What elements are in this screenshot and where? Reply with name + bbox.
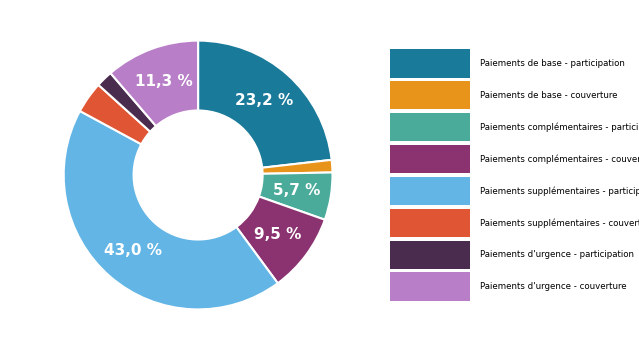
Text: 43,0 %: 43,0 % <box>104 243 162 258</box>
FancyBboxPatch shape <box>390 81 470 110</box>
Wedge shape <box>259 173 332 220</box>
Text: 11,3 %: 11,3 % <box>135 74 192 89</box>
FancyBboxPatch shape <box>390 272 470 301</box>
Wedge shape <box>262 160 332 174</box>
Wedge shape <box>98 73 156 132</box>
Wedge shape <box>111 41 198 126</box>
Wedge shape <box>64 111 278 309</box>
Wedge shape <box>236 196 325 283</box>
FancyBboxPatch shape <box>390 209 470 237</box>
FancyBboxPatch shape <box>390 240 470 269</box>
FancyBboxPatch shape <box>390 177 470 205</box>
FancyBboxPatch shape <box>390 113 470 141</box>
Wedge shape <box>80 85 150 144</box>
Text: Paiements d'urgence - couverture: Paiements d'urgence - couverture <box>479 282 626 291</box>
Text: 9,5 %: 9,5 % <box>254 227 302 242</box>
Text: Paiements supplémentaires - participation: Paiements supplémentaires - participatio… <box>479 186 639 196</box>
Text: 23,2 %: 23,2 % <box>235 93 293 108</box>
Text: Paiements complémentaires - participation: Paiements complémentaires - participatio… <box>479 122 639 132</box>
Text: 5,7 %: 5,7 % <box>273 183 320 198</box>
Text: Paiements d'urgence - participation: Paiements d'urgence - participation <box>479 250 633 259</box>
Text: Paiements de base - couverture: Paiements de base - couverture <box>479 91 617 100</box>
Text: Paiements de base - participation: Paiements de base - participation <box>479 59 624 68</box>
Text: Paiements complémentaires - couverture: Paiements complémentaires - couverture <box>479 154 639 164</box>
FancyBboxPatch shape <box>390 145 470 173</box>
Text: Paiements supplémentaires - couverture: Paiements supplémentaires - couverture <box>479 218 639 228</box>
FancyBboxPatch shape <box>390 49 470 78</box>
Wedge shape <box>198 41 332 168</box>
